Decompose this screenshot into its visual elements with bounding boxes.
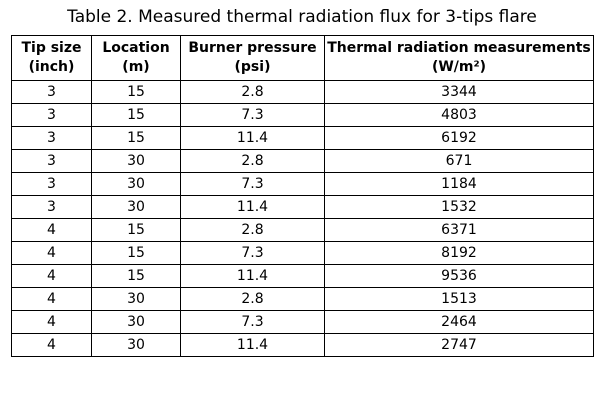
cell-tip-size: 4 bbox=[11, 287, 92, 311]
table-row: 4 30 11.4 2747 bbox=[11, 333, 594, 357]
cell-thermal-radiation: 9536 bbox=[324, 264, 594, 288]
cell-tip-size: 3 bbox=[11, 126, 92, 150]
cell-tip-size: 3 bbox=[11, 103, 92, 127]
table-row: 3 30 2.8 671 bbox=[11, 149, 594, 173]
header-unit: (W/m²) bbox=[431, 59, 487, 75]
cell-tip-size: 4 bbox=[11, 218, 92, 242]
cell-thermal-radiation: 3344 bbox=[324, 80, 594, 104]
header-burner-pressure: Burner pressure (psi) bbox=[180, 35, 325, 81]
table-row: 4 30 7.3 2464 bbox=[11, 310, 594, 334]
header-thermal-radiation: Thermal radiation measurements (W/m²) bbox=[324, 35, 594, 81]
header-unit: (psi) bbox=[234, 59, 271, 75]
table-row: 3 30 7.3 1184 bbox=[11, 172, 594, 196]
header-unit: (m) bbox=[122, 59, 150, 75]
table-row: 3 30 11.4 1532 bbox=[11, 195, 594, 219]
table-row: 4 15 2.8 6371 bbox=[11, 218, 594, 242]
cell-location: 30 bbox=[91, 333, 181, 357]
header-label: Location bbox=[102, 40, 170, 56]
cell-burner-pressure: 2.8 bbox=[180, 287, 325, 311]
cell-thermal-radiation: 671 bbox=[324, 149, 594, 173]
cell-thermal-radiation: 6192 bbox=[324, 126, 594, 150]
cell-burner-pressure: 11.4 bbox=[180, 264, 325, 288]
table-row: 4 15 7.3 8192 bbox=[11, 241, 594, 265]
cell-tip-size: 3 bbox=[11, 172, 92, 196]
cell-burner-pressure: 11.4 bbox=[180, 333, 325, 357]
cell-tip-size: 4 bbox=[11, 241, 92, 265]
cell-location: 15 bbox=[91, 80, 181, 104]
table-row: 3 15 11.4 6192 bbox=[11, 126, 594, 150]
table-row: 4 30 2.8 1513 bbox=[11, 287, 594, 311]
thermal-radiation-table: Tip size (inch) Location (m) Burner pres… bbox=[11, 35, 594, 357]
cell-burner-pressure: 7.3 bbox=[180, 103, 325, 127]
cell-location: 15 bbox=[91, 241, 181, 265]
cell-thermal-radiation: 2747 bbox=[324, 333, 594, 357]
cell-burner-pressure: 7.3 bbox=[180, 172, 325, 196]
cell-location: 30 bbox=[91, 310, 181, 334]
cell-tip-size: 3 bbox=[11, 149, 92, 173]
cell-location: 15 bbox=[91, 218, 181, 242]
table-row: 4 15 11.4 9536 bbox=[11, 264, 594, 288]
cell-thermal-radiation: 1513 bbox=[324, 287, 594, 311]
header-label: Tip size bbox=[21, 40, 82, 56]
cell-burner-pressure: 2.8 bbox=[180, 149, 325, 173]
cell-thermal-radiation: 4803 bbox=[324, 103, 594, 127]
cell-burner-pressure: 7.3 bbox=[180, 310, 325, 334]
cell-thermal-radiation: 2464 bbox=[324, 310, 594, 334]
header-label: Burner pressure bbox=[188, 40, 317, 56]
cell-location: 30 bbox=[91, 172, 181, 196]
cell-burner-pressure: 7.3 bbox=[180, 241, 325, 265]
cell-burner-pressure: 2.8 bbox=[180, 218, 325, 242]
cell-tip-size: 4 bbox=[11, 310, 92, 334]
cell-thermal-radiation: 1184 bbox=[324, 172, 594, 196]
cell-tip-size: 4 bbox=[11, 264, 92, 288]
cell-thermal-radiation: 8192 bbox=[324, 241, 594, 265]
cell-tip-size: 3 bbox=[11, 195, 92, 219]
header-location: Location (m) bbox=[91, 35, 181, 81]
cell-burner-pressure: 11.4 bbox=[180, 195, 325, 219]
cell-location: 15 bbox=[91, 126, 181, 150]
table-header-row: Tip size (inch) Location (m) Burner pres… bbox=[11, 35, 594, 81]
cell-burner-pressure: 2.8 bbox=[180, 80, 325, 104]
cell-location: 15 bbox=[91, 103, 181, 127]
header-unit: (inch) bbox=[28, 59, 75, 75]
cell-burner-pressure: 11.4 bbox=[180, 126, 325, 150]
header-label: Thermal radiation measurements bbox=[327, 40, 591, 56]
cell-location: 30 bbox=[91, 149, 181, 173]
header-tip-size: Tip size (inch) bbox=[11, 35, 92, 81]
table-row: 3 15 7.3 4803 bbox=[11, 103, 594, 127]
table-caption: Table 2. Measured thermal radiation flux… bbox=[67, 7, 537, 27]
cell-location: 30 bbox=[91, 287, 181, 311]
table-row: 3 15 2.8 3344 bbox=[11, 80, 594, 104]
cell-location: 30 bbox=[91, 195, 181, 219]
cell-location: 15 bbox=[91, 264, 181, 288]
cell-tip-size: 3 bbox=[11, 80, 92, 104]
cell-tip-size: 4 bbox=[11, 333, 92, 357]
cell-thermal-radiation: 6371 bbox=[324, 218, 594, 242]
cell-thermal-radiation: 1532 bbox=[324, 195, 594, 219]
